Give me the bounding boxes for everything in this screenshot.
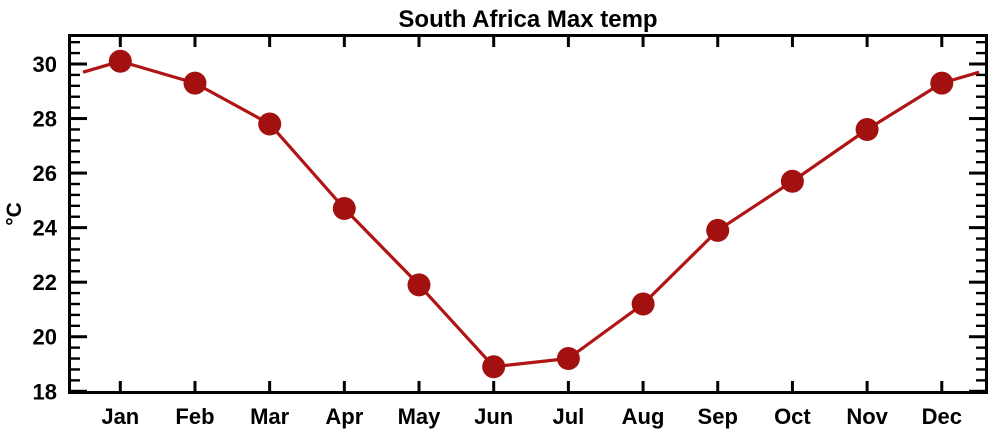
data-point-jun [482, 355, 506, 379]
axes: 18 20 22 24 26 28 30 Jan Feb Mar Apr May Jun Jul Aug Se… [33, 34, 988, 429]
x-tick-label-feb: Feb [175, 404, 214, 429]
x-tick-label-apr: Apr [325, 404, 363, 429]
data-point-sep [706, 218, 730, 242]
x-tick-label-aug: Aug [622, 404, 665, 429]
y-tick-label: 28 [33, 107, 57, 132]
x-tick-label-nov: Nov [846, 404, 888, 429]
y-axis-label: °C [3, 202, 26, 226]
x-tick-label-dec: Dec [922, 404, 962, 429]
data-point-nov [855, 118, 879, 141]
data-point-feb [183, 71, 207, 95]
data-point-jul [556, 347, 580, 370]
y-tick-label: 26 [33, 161, 57, 186]
data-point-mar [258, 112, 282, 136]
data-series [82, 49, 980, 379]
x-tick-label-jun: Jun [474, 404, 513, 429]
data-point-aug [631, 292, 655, 316]
x-tick-label-may: May [398, 404, 442, 429]
y-tick-label: 18 [33, 379, 57, 404]
x-tick-label-sep: Sep [698, 404, 738, 429]
data-point-jan [108, 49, 132, 73]
x-tick-label-jul: Jul [552, 404, 584, 429]
data-point-may [407, 273, 431, 297]
chart-title: South Africa Max temp [398, 6, 657, 33]
y-tick-label: 20 [33, 325, 57, 350]
x-tick-label-mar: Mar [250, 404, 290, 429]
temperature-line [82, 59, 980, 369]
x-tick-label-oct: Oct [774, 404, 811, 429]
data-point-dec [930, 71, 954, 95]
data-point-oct [780, 169, 804, 193]
y-tick-label: 24 [33, 216, 58, 241]
x-tick-label-jan: Jan [101, 404, 139, 429]
y-tick-label: 22 [33, 270, 57, 295]
y-tick-label: 30 [33, 52, 57, 77]
data-point-apr [332, 197, 356, 220]
plot-frame [68, 34, 988, 394]
